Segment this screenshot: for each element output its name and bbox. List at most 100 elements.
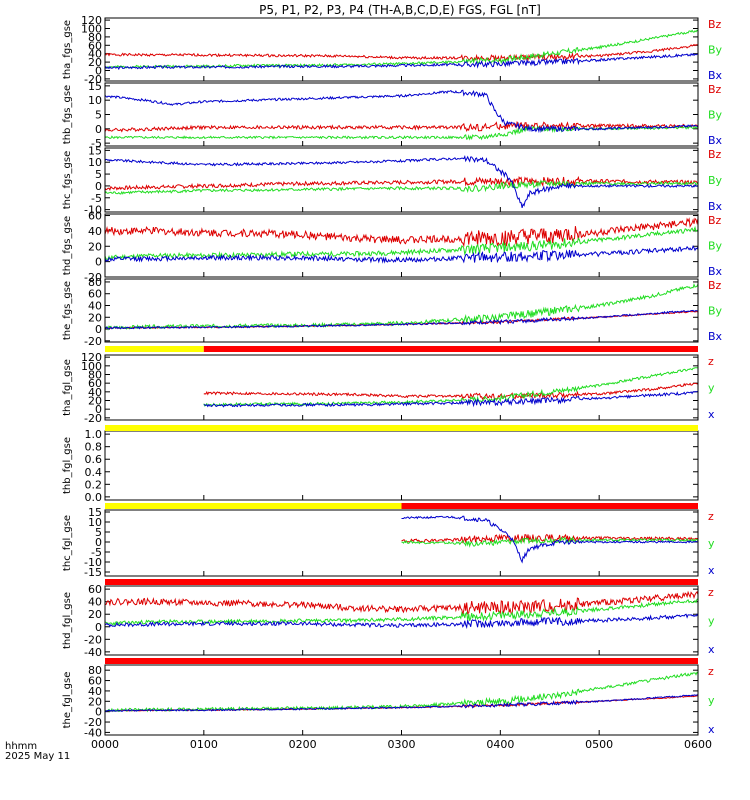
series-line-Bz xyxy=(105,217,698,248)
ytick-label: 60 xyxy=(88,675,102,688)
ytick-label: -20 xyxy=(84,335,102,348)
ylabel: thc_fgs_gse xyxy=(62,151,73,210)
panel-frame xyxy=(104,430,699,501)
ytick-label: 0 xyxy=(95,123,102,136)
legend-x: x xyxy=(708,564,715,577)
ylabel: thd_fgl_gse xyxy=(62,592,73,649)
ytick-label: 80 xyxy=(88,664,102,677)
panel-frame xyxy=(104,213,699,278)
ytick-label: 0 xyxy=(95,323,102,336)
legend-By: By xyxy=(708,305,723,318)
legend-y: y xyxy=(708,537,715,550)
legend-z: z xyxy=(708,510,714,523)
ytick-label: 40 xyxy=(88,596,102,609)
series-line-x xyxy=(105,613,698,630)
legend-By: By xyxy=(708,109,723,122)
ytick-label: -20 xyxy=(84,412,102,425)
status-bar xyxy=(105,425,698,431)
legend-By: By xyxy=(708,44,723,57)
panel-frame xyxy=(104,278,699,343)
panel-thb_fgl_gse: 1.00.80.60.40.20.0 thb_fgl_gse xyxy=(62,428,699,504)
ylabel: tha_fgs_gse xyxy=(62,20,73,79)
panel-thd_fgs_gse: 60 40 20 0 -20 thd_fgs_gse Bz By Bx xyxy=(62,210,723,284)
figure-title: P5, P1, P2, P3, P4 (TH-A,B,C,D,E) FGS, F… xyxy=(259,3,541,17)
series-line-By xyxy=(105,29,698,69)
ytick-label: 0.2 xyxy=(85,478,103,491)
ytick-label: 1.0 xyxy=(85,428,103,441)
series-line-y xyxy=(203,367,698,407)
ytick-label: 100 xyxy=(81,360,102,373)
time-tick-label: 0100 xyxy=(190,738,218,751)
ytick-label: 60 xyxy=(88,583,102,596)
legend-y: y xyxy=(708,615,715,628)
ytick-label: 20 xyxy=(88,311,102,324)
ylabel: the_fgs_gse xyxy=(62,281,73,340)
ytick-label: 15 xyxy=(88,144,102,157)
ylabel: thd_fgs_gse xyxy=(62,216,73,275)
legend-z: z xyxy=(708,586,714,599)
ytick-label: 5 xyxy=(95,526,102,539)
ytick-label: 20 xyxy=(88,240,102,253)
ytick-label: 10 xyxy=(88,516,102,529)
ylabel: thc_fgl_gse xyxy=(62,515,73,571)
ytick-label: -5 xyxy=(91,137,102,150)
ytick-label: 40 xyxy=(88,685,102,698)
status-bar xyxy=(105,658,698,664)
ylabel: thb_fgl_gse xyxy=(62,437,73,494)
ytick-label: -20 xyxy=(84,716,102,729)
status-segment xyxy=(105,425,698,431)
series-line-y xyxy=(105,598,698,627)
series-line-Bx xyxy=(105,245,698,264)
ytick-label: 0.0 xyxy=(85,491,103,504)
legend-x: x xyxy=(708,643,715,656)
series-line-z xyxy=(401,533,698,544)
panel-frame xyxy=(104,354,699,421)
panel-frame xyxy=(104,147,699,213)
ytick-label: 0.4 xyxy=(85,466,103,479)
series-line-y xyxy=(401,536,698,548)
time-tick-label: 0200 xyxy=(289,738,317,751)
panel-frame xyxy=(104,664,699,736)
panel-frame xyxy=(104,509,699,577)
series-line-By xyxy=(105,179,698,195)
ytick-label: 5 xyxy=(95,109,102,122)
ytick-label: -15 xyxy=(84,566,102,579)
ytick-label: 40 xyxy=(88,225,102,238)
legend-Bx: Bx xyxy=(708,200,723,213)
series-line-Bz xyxy=(105,43,698,62)
series-line-By xyxy=(105,225,698,261)
time-tick-label: 0600 xyxy=(684,738,712,751)
ytick-label: 120 xyxy=(81,351,102,364)
series-line-Bx xyxy=(105,52,698,71)
ytick-label: -20 xyxy=(84,633,102,646)
legend-Bz: Bz xyxy=(708,214,722,227)
status-segment xyxy=(401,503,698,509)
legend-Bz: Bz xyxy=(708,148,722,161)
series-line-x xyxy=(401,515,698,564)
ytick-label: 40 xyxy=(88,48,102,61)
legend-y: y xyxy=(708,694,715,707)
status-bars xyxy=(105,346,699,664)
series-line-x xyxy=(105,694,698,713)
series-line-Bz xyxy=(105,175,698,192)
panel-frame xyxy=(104,82,699,147)
status-segment xyxy=(105,658,698,664)
ylabel: the_fgl_gse xyxy=(62,672,73,729)
ytick-label: 0 xyxy=(95,65,102,78)
ylabel: thb_fgs_gse xyxy=(62,85,73,144)
ytick-label: 60 xyxy=(88,288,102,301)
ytick-label: -10 xyxy=(84,204,102,217)
ytick-label: -20 xyxy=(84,271,102,284)
ytick-label: 80 xyxy=(88,276,102,289)
ytick-label: 120 xyxy=(81,14,102,27)
ytick-label: 10 xyxy=(88,94,102,107)
ytick-label: 80 xyxy=(88,31,102,44)
status-segment xyxy=(203,346,699,352)
ytick-label: 40 xyxy=(88,386,102,399)
